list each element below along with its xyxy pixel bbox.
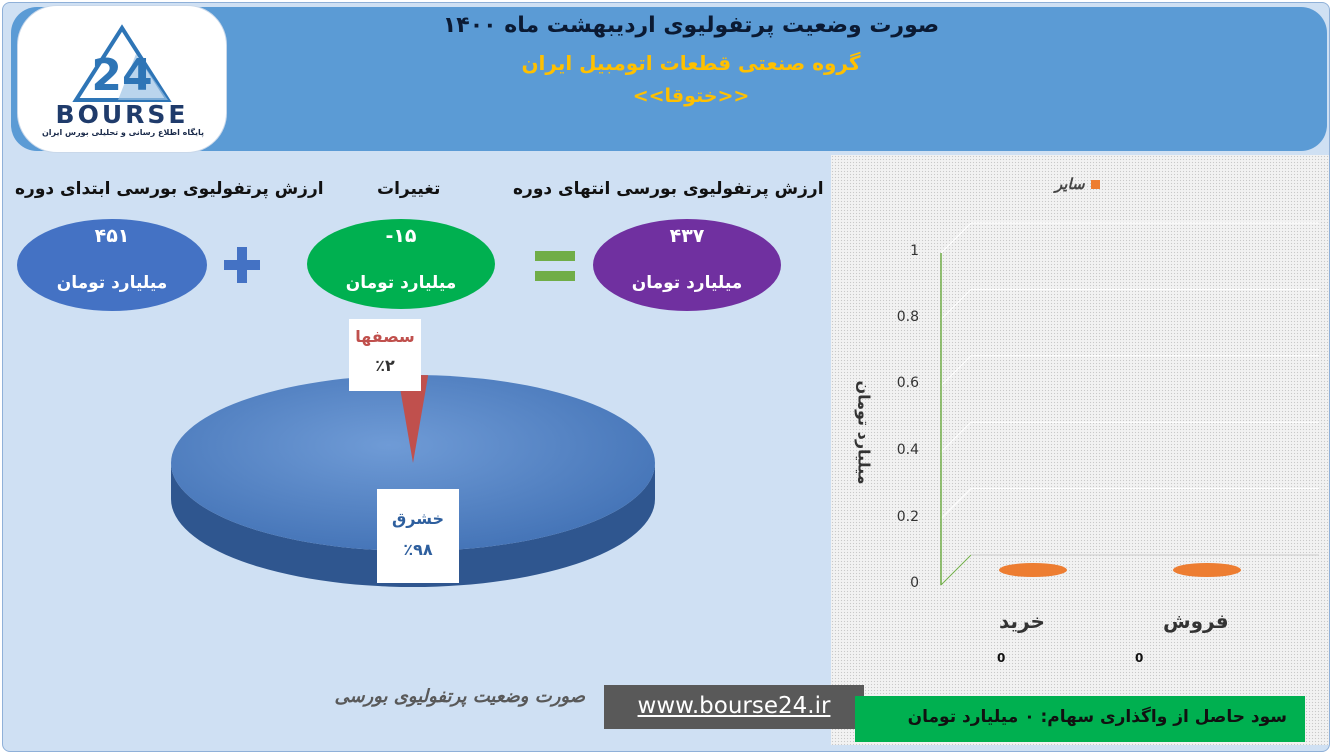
website-link[interactable]: www.bourse24.ir [604,685,864,729]
portfolio-pie-chart [171,375,655,587]
pie-label-large: خشرق ٪۹۸ [377,489,459,583]
pie-side-wall [171,463,655,587]
pie-label-small: سصفها ٪۲ [349,319,421,391]
pie-label-large-pct: ٪۹۸ [403,540,433,559]
change-label: تغییرات [377,179,441,199]
profit-banner: سود حاصل از واگذاری سهام: ۰ میلیارد توما… [855,696,1305,742]
value-label-sell: 0 [1135,651,1144,665]
legend-label: سایر [1055,175,1085,193]
gridline-diag [940,488,972,519]
gridline-diag [940,222,972,254]
end-value: ۴۳۷ [669,225,705,247]
legend-item-other: سایر [1055,175,1100,193]
gridline-diag [940,421,972,453]
y-tick-1: 1 [910,243,919,259]
change-unit: میلیارد تومان [345,273,457,293]
trade-bar-chart [940,222,1319,586]
change-oval: -۱۵ میلیارد تومان [307,219,495,309]
logo-number: 24 [91,50,152,101]
bar-خرید [999,563,1067,577]
gridline-diag [940,355,972,387]
pie-label-large-name: خشرق [391,509,445,528]
bar-فروش [1173,563,1241,577]
equals-icon [533,249,577,283]
logo-tagline: پایگاه اطلاع رسانی و تحلیلی بورس ایران [41,128,205,137]
website-url[interactable]: www.bourse24.ir [637,693,831,719]
y-tick-0.6: 0.6 [896,375,919,391]
footer-caption: صورت وضعیت پرتفولیوی بورسی [334,686,585,707]
y-tick-0.4: 0.4 [896,442,919,458]
bourse24-logo: 24 BOURSE پایگاه اطلاع رسانی و تحلیلی بو… [17,5,227,153]
floor-edge [940,554,972,586]
page-title: صورت وضعیت پرتفولیوی اردیبهشت ماه ۱۴۰۰ [442,13,940,38]
logo-mark-icon: 24 [72,24,172,102]
start-unit: میلیارد تومان [56,273,168,293]
end-unit: میلیارد تومان [631,273,743,293]
y-tick-0.2: 0.2 [896,509,919,525]
profit-text: سود حاصل از واگذاری سهام: ۰ میلیارد توما… [907,707,1287,727]
value-label-buy: 0 [997,651,1006,665]
end-value-label: ارزش پرتفولیوی بورسی انتهای دوره [513,179,824,199]
company-subtitle: گروه صنعتی قطعات اتومبیل ایران [521,51,861,75]
plus-icon [221,247,263,283]
start-value-label: ارزش پرتفولیوی بورسی ابتدای دوره [15,179,324,199]
start-value: ۴۵۱ [94,225,130,247]
header-banner: صورت وضعیت پرتفولیوی اردیبهشت ماه ۱۴۰۰ گ… [11,7,1327,151]
pie-slice-سصفها [397,375,429,463]
end-value-oval: ۴۳۷ میلیارد تومان [593,219,781,311]
legend-swatch [1090,180,1100,189]
y-tick-0: 0 [910,575,919,591]
y-tick-0.8: 0.8 [896,309,919,325]
change-value: -۱۵ [385,225,417,247]
logo-word: BOURSE [55,100,189,129]
pie-label-small-name: سصفها [355,327,415,346]
trade-chart-panel [831,155,1329,745]
pie-label-small-pct: ٪۲ [375,356,395,375]
x-category-buy: خرید [999,609,1045,633]
y-axis-label: میلیارد تومان [854,380,874,485]
start-value-oval: ۴۵۱ میلیارد تومان [17,219,207,311]
gridline-diag [940,289,972,320]
ticker-symbol: <<ختوقا>> [632,85,750,107]
x-category-sell: فروش [1163,609,1229,633]
